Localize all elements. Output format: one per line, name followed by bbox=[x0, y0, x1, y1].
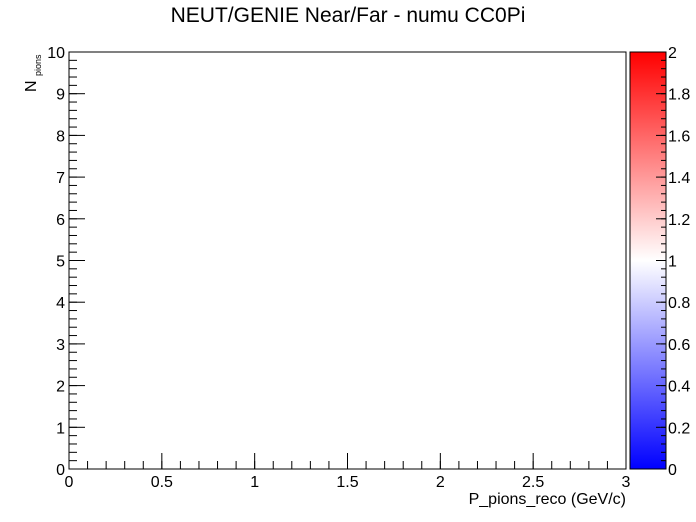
x-axis-label: P_pions_reco (GeV/c) bbox=[469, 491, 626, 508]
y-tick-label: 6 bbox=[56, 212, 65, 229]
svg-text:N pions: N pions bbox=[23, 54, 43, 92]
colorbar-tick-label: 1.8 bbox=[668, 87, 690, 104]
y-tick-label: 0 bbox=[56, 462, 65, 479]
y-tick-label: 8 bbox=[56, 128, 65, 145]
y-tick-label: 4 bbox=[56, 295, 65, 312]
y-tick-label: 10 bbox=[47, 45, 65, 62]
y-axis: 0 1 2 3 4 5 6 7 8 9 10 bbox=[47, 45, 85, 479]
y-tick-label: 3 bbox=[56, 337, 65, 354]
colorbar-tick-label: 1.6 bbox=[668, 128, 690, 145]
y-tick-label: 9 bbox=[56, 87, 65, 104]
y-axis-label: N pions bbox=[23, 54, 43, 92]
x-tick-label: 1 bbox=[250, 474, 259, 491]
colorbar-tick-label: 0 bbox=[668, 462, 677, 479]
colorbar-tick-label: 0.4 bbox=[668, 379, 690, 396]
plot-frame bbox=[68, 51, 627, 470]
colorbar-axis: 0 0.2 0.4 0.6 0.8 1 1.2 1.4 1.6 1.8 2 bbox=[656, 45, 690, 479]
x-tick-label: 1.5 bbox=[336, 474, 358, 491]
y-tick-label: 5 bbox=[56, 254, 65, 271]
x-tick-label: 0.5 bbox=[151, 474, 173, 491]
y-tick-label: 7 bbox=[56, 170, 65, 187]
colorbar-tick-label: 0.6 bbox=[668, 337, 690, 354]
x-tick-label: 2 bbox=[436, 474, 445, 491]
colorbar-tick-label: 1.4 bbox=[668, 170, 690, 187]
y-axis-label-main: N bbox=[23, 80, 40, 92]
y-tick-label: 1 bbox=[56, 420, 65, 437]
colorbar-tick-label: 2 bbox=[668, 45, 677, 62]
x-tick-label: 2.5 bbox=[522, 474, 544, 491]
colorbar-tick-label: 0.2 bbox=[668, 420, 690, 437]
y-axis-label-subscript: pions bbox=[33, 54, 43, 76]
chart-title: NEUT/GENIE Near/Far - numu CC0Pi bbox=[170, 4, 526, 27]
y-tick-label: 2 bbox=[56, 379, 65, 396]
colorbar-tick-label: 1.2 bbox=[668, 212, 690, 229]
x-tick-label: 3 bbox=[622, 474, 631, 491]
x-tick-label: 0 bbox=[65, 474, 74, 491]
x-axis: 0 0.5 1 1.5 2 2.5 3 bbox=[65, 453, 631, 491]
colorbar-tick-label: 0.8 bbox=[668, 295, 690, 312]
colorbar-tick-label: 1 bbox=[668, 254, 677, 271]
